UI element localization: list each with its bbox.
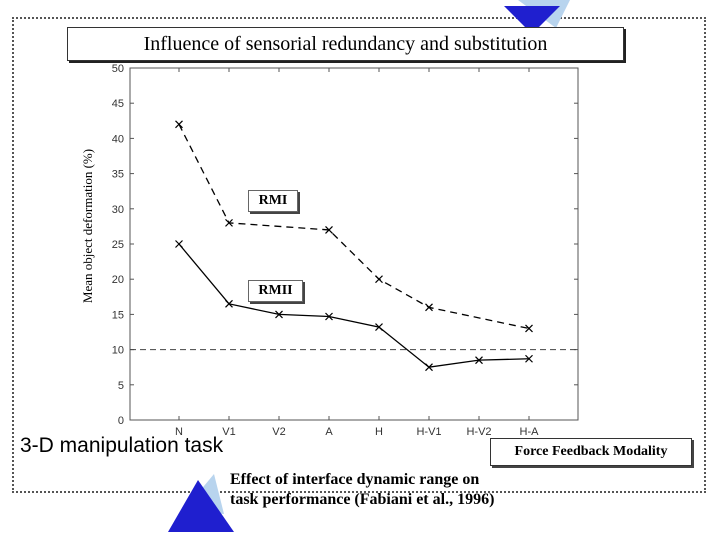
data-point-rmii xyxy=(475,356,483,365)
y-tick-label: 20 xyxy=(112,274,124,286)
data-point-rmii xyxy=(225,299,233,308)
y-tick-label: 25 xyxy=(112,239,124,251)
x-tick-label: H-V1 xyxy=(416,426,441,438)
x-axis-label: Force Feedback Modality xyxy=(490,438,692,466)
data-point-rmi xyxy=(175,120,183,129)
series-line-rmi xyxy=(178,124,530,330)
data-point-rmii xyxy=(275,310,283,319)
series-line-rmii xyxy=(178,243,530,368)
data-point-rmii xyxy=(375,323,383,331)
caption-line-2: task performance (Fabiani et al., 1996) xyxy=(230,491,495,508)
x-tick-label: A xyxy=(325,426,333,438)
top-triangle-decoration xyxy=(504,0,570,34)
data-point-rmii xyxy=(175,240,183,248)
data-point-rmi xyxy=(225,218,233,227)
data-point-rmii xyxy=(425,363,433,372)
y-tick-label: 0 xyxy=(118,415,124,427)
data-point-rmi xyxy=(525,324,533,333)
data-point-rmi xyxy=(425,303,433,312)
bottom-triangle-decoration xyxy=(168,474,234,532)
x-tick-label: N xyxy=(175,426,183,438)
data-point-rmi xyxy=(325,225,333,234)
y-tick-label: 45 xyxy=(112,98,124,110)
x-tick-label: V2 xyxy=(272,426,285,438)
data-point-rmi xyxy=(375,275,383,284)
plot-area-frame xyxy=(129,67,579,421)
slide-frame xyxy=(12,17,706,493)
slide-caption: Effect of interface dynamic range on tas… xyxy=(230,470,590,510)
legend-rmi: RMI xyxy=(248,190,298,212)
data-point-rmii xyxy=(525,354,533,363)
y-tick-label: 35 xyxy=(112,169,124,181)
chart-title: Influence of sensorial redundancy and su… xyxy=(67,27,624,61)
legend-rmii: RMII xyxy=(248,280,303,302)
x-tick-label: V1 xyxy=(222,426,235,438)
x-tick-label: H-V2 xyxy=(466,426,491,438)
y-tick-label: 50 xyxy=(112,63,124,75)
caption-line-1: Effect of interface dynamic range on xyxy=(230,471,480,488)
data-point-rmii xyxy=(325,312,333,321)
x-tick-label: H xyxy=(375,426,383,438)
task-label: 3-D manipulation task xyxy=(20,434,224,457)
y-tick-label: 15 xyxy=(112,309,124,321)
y-tick-label: 5 xyxy=(118,380,124,392)
y-tick-label: 40 xyxy=(112,133,124,145)
y-tick-label: 10 xyxy=(112,345,124,357)
x-tick-label: H-A xyxy=(520,426,540,438)
y-tick-label: 30 xyxy=(112,204,124,216)
